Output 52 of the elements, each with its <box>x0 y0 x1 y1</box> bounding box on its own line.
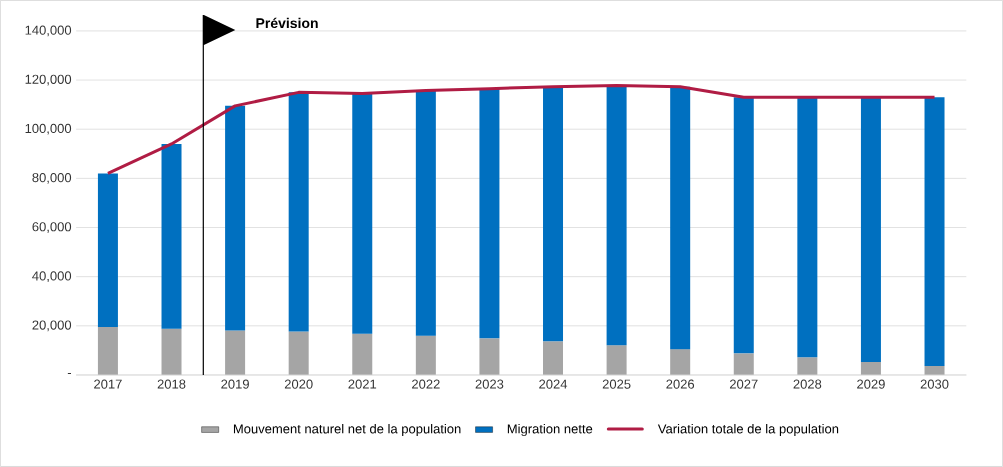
x-tick-label: 2022 <box>412 379 440 389</box>
x-tick-label: 2029 <box>857 379 885 389</box>
bar <box>797 97 818 358</box>
x-tick-label: 2027 <box>729 379 758 389</box>
bar <box>924 97 945 366</box>
bar <box>670 349 691 376</box>
bar <box>352 93 373 334</box>
x-tick-label: 2024 <box>539 379 568 389</box>
bar <box>415 90 436 336</box>
bar <box>797 357 818 376</box>
bar <box>479 88 500 339</box>
legend-label: Migration nette <box>507 423 593 437</box>
bar <box>479 338 500 376</box>
y-tick-label: 40,000 <box>32 271 72 283</box>
bar <box>161 328 182 376</box>
y-tick-label: 140,000 <box>25 25 72 37</box>
x-tick-label: 2021 <box>348 379 377 389</box>
bar <box>161 144 182 329</box>
bar <box>225 330 246 376</box>
x-tick-label: 2030 <box>920 379 949 389</box>
bar <box>543 86 564 342</box>
bar <box>97 327 118 376</box>
bar <box>543 341 564 376</box>
bar <box>352 333 373 376</box>
y-tick-label: 60,000 <box>32 222 72 233</box>
bar <box>288 331 309 376</box>
bar <box>860 361 881 376</box>
bar <box>670 86 691 350</box>
bar <box>860 97 881 362</box>
bar <box>415 335 436 376</box>
x-tick-label: 2020 <box>284 379 313 389</box>
bar <box>733 353 754 376</box>
x-tick-label: 2019 <box>221 379 249 389</box>
x-tick-label: 2023 <box>475 379 504 389</box>
y-tick-label: 80,000 <box>32 173 72 184</box>
bar <box>733 97 754 354</box>
y-tick-label: 120,000 <box>25 74 72 86</box>
bar <box>606 85 627 346</box>
x-tick-label: 2026 <box>666 379 695 389</box>
y-tick-label: - <box>67 373 72 375</box>
x-tick-label: 2028 <box>793 379 822 389</box>
y-tick-label: 20,000 <box>32 320 72 332</box>
bar <box>606 345 627 376</box>
legend-label: Variation totale de la population <box>657 423 839 437</box>
bar <box>97 173 118 328</box>
x-tick-label: 2017 <box>94 379 122 389</box>
legend-label: Mouvement naturel net de la population <box>233 423 461 437</box>
bar <box>288 92 309 332</box>
x-tick-label: 2025 <box>602 379 631 389</box>
y-tick-label: 100,000 <box>25 123 72 135</box>
x-tick-label: 2018 <box>157 379 186 389</box>
text: Prévision <box>256 17 318 29</box>
